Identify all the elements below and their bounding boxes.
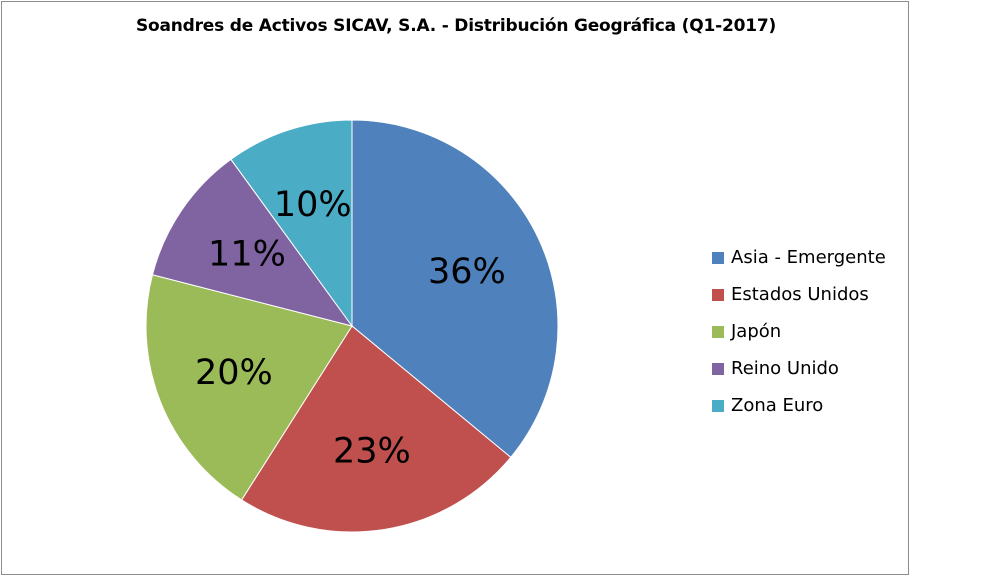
legend: Asia - Emergente Estados Unidos Japón Reino… bbox=[712, 239, 886, 424]
legend-item: Asia - Emergente bbox=[712, 239, 886, 276]
legend-swatch bbox=[712, 288, 724, 301]
legend-item: Reino Unido bbox=[712, 350, 886, 387]
legend-label: Zona Euro bbox=[731, 395, 824, 416]
chart-area: Soandres de Activos SICAV, S.A. - Distri… bbox=[1, 1, 909, 575]
pie-slice-zona-euro bbox=[230, 119, 353, 328]
data-label: 23% bbox=[333, 431, 411, 471]
legend-item: Japón bbox=[712, 313, 886, 350]
legend-swatch bbox=[712, 399, 724, 412]
pie-slice-asia-emergente bbox=[351, 119, 559, 459]
legend-swatch bbox=[712, 362, 724, 375]
chart-title: Soandres de Activos SICAV, S.A. - Distri… bbox=[135, 16, 777, 36]
pie-slice-reino-unido bbox=[151, 158, 354, 327]
data-label: 11% bbox=[208, 235, 286, 275]
legend-label: Reino Unido bbox=[731, 358, 839, 379]
pie-slice-jap-n bbox=[145, 274, 353, 501]
data-label: 20% bbox=[195, 353, 273, 393]
pie-chart: 36% 23% 20% 11% 10% bbox=[145, 119, 559, 533]
pie-slice-estados-unidos bbox=[240, 325, 512, 533]
legend-label: Estados Unidos bbox=[731, 284, 869, 305]
legend-label: Asia - Emergente bbox=[731, 247, 886, 268]
legend-label: Japón bbox=[731, 321, 782, 342]
legend-item: Estados Unidos bbox=[712, 276, 886, 313]
legend-item: Zona Euro bbox=[712, 387, 886, 424]
data-label: 36% bbox=[428, 252, 506, 292]
legend-swatch bbox=[712, 325, 724, 338]
legend-swatch bbox=[712, 251, 724, 264]
data-label: 10% bbox=[274, 185, 352, 225]
